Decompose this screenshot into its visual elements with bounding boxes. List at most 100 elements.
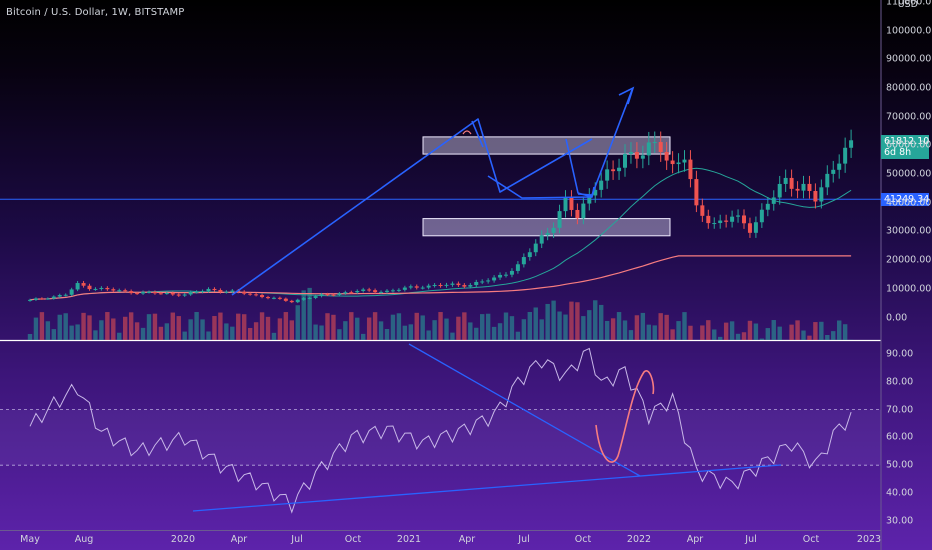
candle-body [623,153,627,168]
volume-bar [723,322,729,340]
volume-bar [158,326,164,340]
volume-bar [795,320,800,340]
volume-bar [450,332,455,340]
volume-bar [539,319,544,340]
price-tick-label: 40000.00 [886,197,932,209]
candle-body [242,291,247,294]
price-tick-label: 80000.00 [886,82,932,94]
time-axis-label: 2023 [856,534,882,545]
volume-bar [759,338,765,340]
candle-body [301,298,306,300]
candle-body [527,252,532,258]
forecast-arrow-line [577,89,633,196]
candle-body [331,294,336,296]
volume-bar [230,326,235,340]
volume-bar [265,316,271,340]
candle-body [218,290,223,293]
candle-body [593,189,598,196]
candle-body [248,293,253,295]
candles [28,129,854,304]
peak-marker [462,130,472,135]
volume-bar [664,314,669,340]
volume-bar [551,300,556,340]
volume-bar [319,325,324,340]
volume-bar [402,325,408,340]
candle-body [444,284,449,286]
volume-bar [93,330,98,340]
candle-body [676,162,681,165]
candle-body [504,274,508,276]
candle-body [182,294,187,296]
volume-bar [194,312,199,340]
time-axis-label: Apr [686,534,704,545]
candle-body [33,298,38,300]
volume-bar [313,324,318,340]
support-resistance-zone [422,136,671,155]
candle-body [141,291,146,294]
candle-body [313,296,318,298]
volume-bar [700,325,705,340]
price-tick-label: 50000.00 [886,168,932,180]
volume-bar [27,334,33,340]
volume-bar [503,312,509,340]
volume-bar [444,318,449,340]
candle-body [587,195,592,204]
rsi-tick-label: 60.00 [886,431,914,443]
volume-bar [777,326,782,340]
volume-bar [485,313,491,340]
volume-bar [640,312,646,340]
bar-countdown: 6d 8h [884,147,912,158]
candle-body [396,289,401,291]
candle-body [486,280,491,282]
volume-bar [123,316,128,340]
candle-body [611,169,616,172]
volume-bar [491,326,497,340]
volume-bar [349,312,354,340]
volume-bar [432,320,437,340]
volume-bar [521,319,527,340]
candle-body [682,159,687,163]
level-badge: 41249.34 [881,193,929,206]
price-axis[interactable]: USD [881,0,932,550]
candle-body [164,293,169,295]
candle-body [747,223,752,233]
candle-body [688,159,693,180]
time-axis-label: Oct [574,534,592,545]
candle-body [57,295,62,297]
candle-body [575,209,580,219]
candle-body [87,285,92,290]
volume-bar [57,314,62,340]
volume-bar [741,332,747,340]
candle-body [355,290,360,293]
time-axis-label: 2020 [170,534,196,545]
candle-body [813,190,818,202]
candle-body [474,281,479,286]
candle-body [819,187,824,202]
volume-bar [456,316,461,340]
candle-body [307,297,312,299]
time-axis-label: Oct [344,534,362,545]
candle-body [581,203,586,219]
volume-bar [438,312,443,340]
candle-body [420,287,425,289]
symbol-legend[interactable]: Bitcoin / U.S. Dollar, 1W, BITSTAMP [6,7,185,18]
candle-body [664,151,669,161]
candle-body [28,299,32,301]
candle-body [194,291,199,293]
candle-body [277,297,282,299]
support-resistance-zone [422,218,671,237]
candle-body [533,243,538,253]
volume-bar [396,313,402,340]
candle-body [379,291,384,293]
time-axis-label: Jul [745,534,757,545]
volume-bar [545,303,550,340]
time-axis-label: 2021 [396,534,422,545]
candle-body [646,142,651,156]
volume-bar [63,313,68,340]
candle-body [509,270,514,275]
volume-bar [146,314,152,340]
candle-body [69,289,74,295]
candle-body [849,140,854,148]
